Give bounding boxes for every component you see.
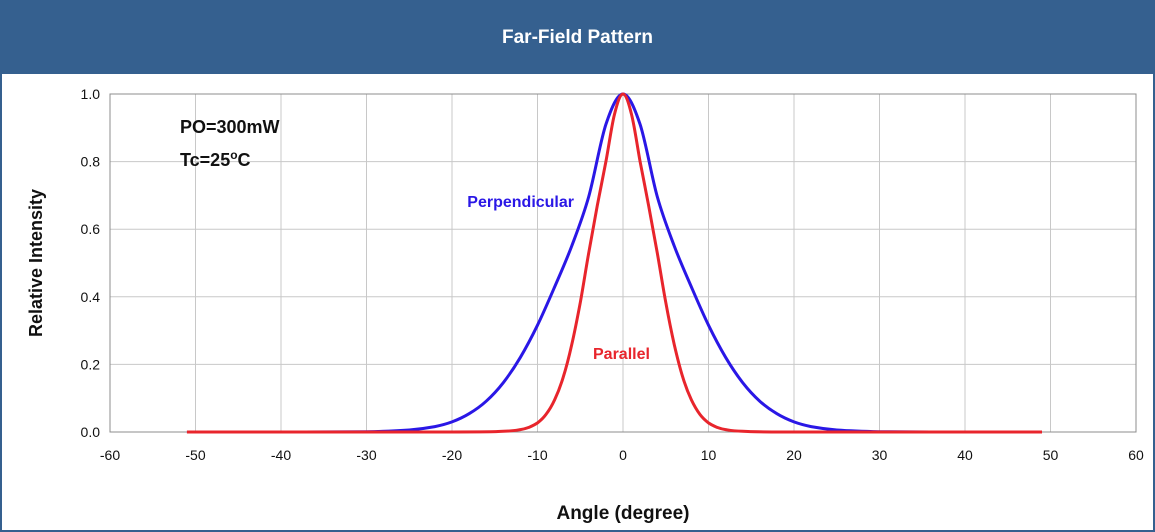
far-field-chart: -60 -50 -40 -30 -20 -10 0 10 20 30 40 50 60 0.0 0.2 0.4… <box>26 86 1144 524</box>
y-tick-label: 1.0 <box>81 86 101 102</box>
x-tick-label: -10 <box>527 447 547 463</box>
annotation-temperature: Tc=25oC <box>180 148 251 170</box>
x-tick-label: 30 <box>872 447 888 463</box>
x-tick-label: -50 <box>185 447 205 463</box>
x-axis-label: Angle (degree) <box>556 503 689 524</box>
y-tick-label: 0.4 <box>81 289 101 305</box>
series-line-perpendicular <box>186 92 1043 434</box>
x-tick-label: -20 <box>442 447 462 463</box>
panel-title: Far-Field Pattern <box>502 27 653 48</box>
y-tick-label: 0.6 <box>81 221 101 237</box>
series-label-parallel: Parallel <box>593 346 650 363</box>
series-line-parallel <box>186 92 1043 434</box>
x-tick-label: 60 <box>1128 447 1144 463</box>
x-tick-label: 10 <box>701 447 717 463</box>
series-label-perpendicular: Perpendicular <box>467 194 574 211</box>
x-tick-label: 40 <box>957 447 973 463</box>
y-tick-label: 0.2 <box>81 356 101 372</box>
y-tick-label: 0.0 <box>81 424 101 440</box>
annotation-power: PO=300mW <box>180 117 280 137</box>
x-tick-label: 20 <box>786 447 802 463</box>
x-tick-label: 50 <box>1043 447 1059 463</box>
x-tick-label: -60 <box>100 447 120 463</box>
y-axis-label: Relative Intensity <box>26 189 46 337</box>
panel-header: Far-Field Pattern <box>2 2 1153 74</box>
x-tick-label: -40 <box>271 447 291 463</box>
x-tick-label: -30 <box>356 447 376 463</box>
x-tick-label: 0 <box>619 447 627 463</box>
y-tick-label: 0.8 <box>81 154 101 170</box>
